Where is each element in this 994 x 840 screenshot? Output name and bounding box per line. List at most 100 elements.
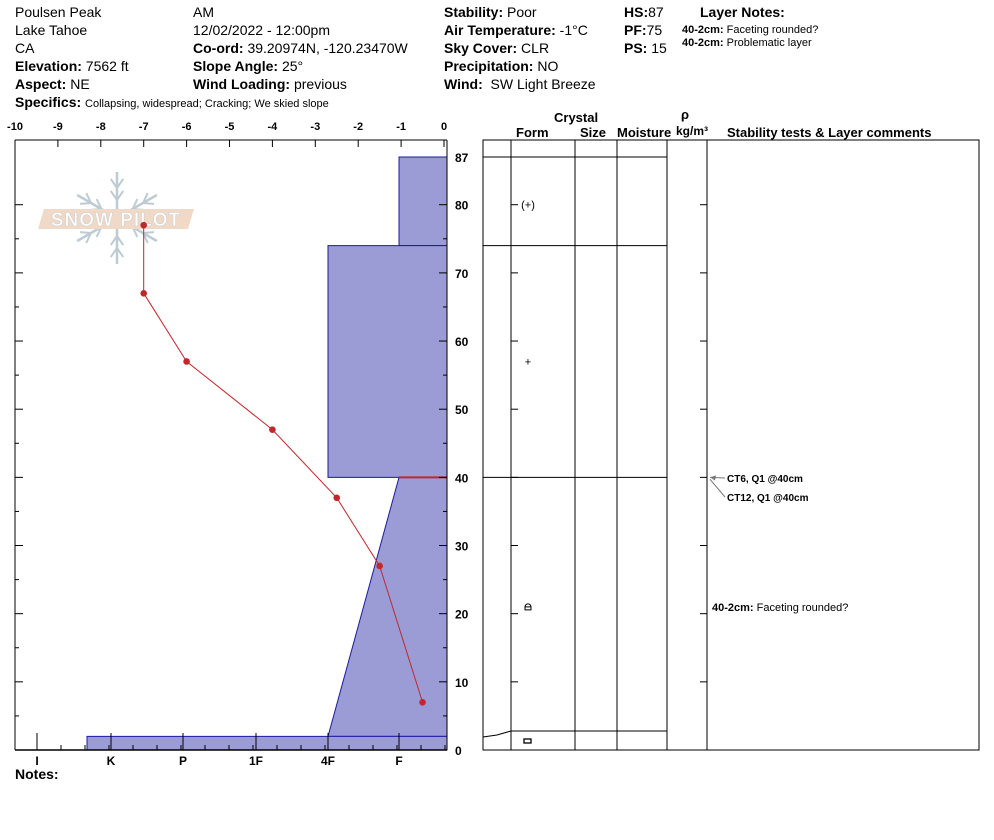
logo-text: SNOW PILOT xyxy=(51,210,181,231)
logo-banner xyxy=(38,209,194,229)
header-form: Form xyxy=(516,125,549,140)
temperature-tick-label: -8 xyxy=(96,121,106,133)
air-temperature: Air Temperature: -1°C xyxy=(444,22,588,38)
header-crystal: Crystal xyxy=(554,110,599,125)
pf: PF:75 xyxy=(624,22,663,38)
crystal-form-icon: + xyxy=(525,356,531,368)
header-density-symbol: ρ xyxy=(681,107,690,122)
temperature-point xyxy=(140,290,147,297)
layer-notes-title: Layer Notes: xyxy=(700,4,785,20)
depth-tick-label: 87 xyxy=(455,151,469,165)
header-comments: Stability tests & Layer comments xyxy=(727,125,932,140)
layer-comment: 40-2cm: Faceting rounded? xyxy=(712,602,848,614)
snowflake-branch xyxy=(109,190,118,201)
hardness-tick-label: I xyxy=(35,754,38,768)
depth-tick-label: 40 xyxy=(455,471,469,485)
hardness-layer xyxy=(86,735,448,751)
elevation: Elevation: 7562 ft xyxy=(15,58,129,74)
hardness-tick-label: 1F xyxy=(249,754,263,768)
location: Poulsen Peak xyxy=(15,4,102,20)
specifics: Specifics: Collapsing, widespread; Crack… xyxy=(15,94,329,110)
precipitation: Precipitation: NO xyxy=(444,58,559,74)
stability-test-arrow xyxy=(709,479,726,498)
depth-tick-label: 80 xyxy=(455,199,469,213)
stability-test-label: CT12, Q1 @40cm xyxy=(727,493,809,504)
arrow-head-icon xyxy=(710,475,716,481)
snowflake-branch xyxy=(116,247,125,258)
state: CA xyxy=(15,40,35,56)
depth-tick-label: 30 xyxy=(455,540,469,554)
temperature-tick-label: -4 xyxy=(268,121,279,133)
temperature-tick-label: -3 xyxy=(310,121,320,133)
ps: PS: 15 xyxy=(624,40,667,56)
snowflake-branch xyxy=(79,202,92,205)
snowflake-branch xyxy=(116,235,125,246)
header-density-unit: kg/m³ xyxy=(676,124,709,138)
hardness-tick-label: 4F xyxy=(321,754,335,768)
temperature-point xyxy=(183,358,190,365)
snowflake-branch xyxy=(142,202,155,205)
snowflake-branch xyxy=(85,192,92,204)
header-moisture: Moisture xyxy=(617,125,672,140)
snowpilot-logo: SNOW PILOT xyxy=(38,172,194,264)
snowflake-branch xyxy=(116,190,125,201)
layer-boundary-connector xyxy=(482,730,512,738)
temperature-tick-label: -7 xyxy=(139,121,149,133)
slope-angle: Slope Angle: 25° xyxy=(193,58,304,74)
snowflake-branch xyxy=(85,232,92,244)
wind-loading: Wind Loading: previous xyxy=(193,76,347,92)
sky-cover: Sky Cover: CLR xyxy=(444,40,550,56)
snowflake-branch xyxy=(109,178,118,189)
coordinates: Co-ord: 39.20974N, -120.23470W xyxy=(193,40,408,56)
depth-tick-label: 20 xyxy=(455,608,469,622)
datetime: 12/02/2022 - 12:00pm xyxy=(193,22,330,38)
notes-label: Notes: xyxy=(15,766,59,782)
hardness-layer xyxy=(327,476,448,737)
temperature-tick-label: -5 xyxy=(225,121,235,133)
depth-tick-label: 70 xyxy=(455,267,469,281)
depth-tick-label: 60 xyxy=(455,335,469,349)
time-of-day: AM xyxy=(193,4,214,20)
header-size: Size xyxy=(580,125,607,140)
wind: Wind: SW Light Breeze xyxy=(444,76,596,92)
hs: HS:87 xyxy=(624,4,664,20)
temperature-point xyxy=(333,494,341,502)
temperature-tick-label: 0 xyxy=(441,121,447,133)
hardness-tick-label: K xyxy=(107,754,116,768)
temperature-tick-label: -9 xyxy=(53,121,63,133)
snowflake-branch xyxy=(142,231,155,234)
temperature-tick-label: -6 xyxy=(182,121,192,133)
layer-note: 40-2cm: Faceting rounded? xyxy=(682,24,819,36)
crystal-form-icon xyxy=(523,738,532,744)
snowflake-branch xyxy=(95,198,103,210)
range: Lake Tahoe xyxy=(15,22,88,38)
aspect: Aspect: NE xyxy=(15,76,90,92)
hardness-layer xyxy=(327,245,448,478)
temperature-tick-label: -10 xyxy=(7,121,23,133)
temperature-point xyxy=(419,698,426,706)
hardness-layer xyxy=(398,156,448,247)
layer-table-frame xyxy=(482,139,980,751)
snowflake-branch xyxy=(142,192,149,204)
temperature-point xyxy=(269,426,276,433)
crystal-form-icon xyxy=(524,603,532,611)
snowflake-branch xyxy=(131,198,139,210)
snowflake-branch xyxy=(109,235,118,246)
hardness-tick-label: P xyxy=(179,754,187,768)
stability: Stability: Poor xyxy=(444,4,537,20)
snowflake-branch xyxy=(79,231,92,234)
temperature-point xyxy=(140,221,147,229)
temperature-tick-label: -1 xyxy=(396,121,406,133)
temperature-tick-label: -2 xyxy=(353,121,363,133)
snowflake-branch xyxy=(116,178,125,189)
depth-tick-label: 50 xyxy=(455,403,469,417)
snowflake-branch xyxy=(109,247,118,258)
depth-tick-label: 0 xyxy=(455,744,462,758)
arrow-head-icon xyxy=(710,479,716,481)
depth-tick-label: 10 xyxy=(455,676,469,690)
hardness-tick-label: F xyxy=(395,754,402,768)
temperature-point xyxy=(376,562,383,570)
stability-test-label: CT6, Q1 @40cm xyxy=(727,474,803,485)
